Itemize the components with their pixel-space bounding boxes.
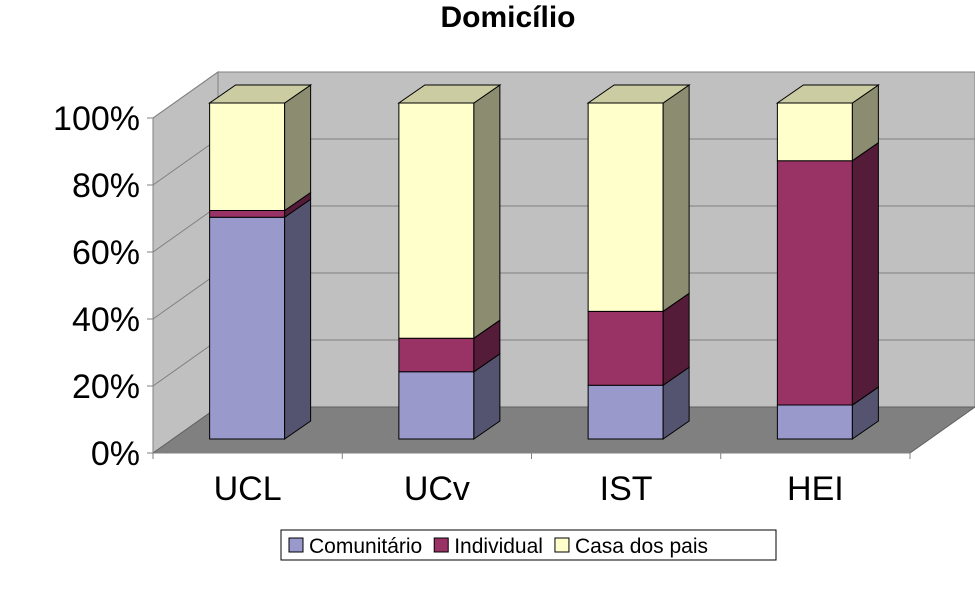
x-category-label: UCL	[214, 470, 282, 508]
y-tick-label: 100%	[53, 100, 140, 138]
bars	[208, 84, 880, 440]
bar-segment	[398, 352, 501, 440]
legend-box	[280, 529, 777, 561]
legend-swatch	[288, 537, 304, 553]
bar-segment	[586, 84, 691, 313]
legend-item: Casa dos pais	[554, 535, 708, 558]
x-category-label: UCv	[404, 470, 470, 508]
bar-segment	[776, 386, 879, 440]
y-tick-labels: 0% 20% 40% 60% 80% 100%	[53, 100, 140, 473]
legend-swatch	[554, 537, 570, 553]
bar-segment	[775, 84, 880, 162]
bar-segment	[776, 141, 879, 407]
y-tick-label: 0%	[91, 435, 140, 473]
y-tick-label: 80%	[72, 167, 140, 205]
x-category-label: IST	[600, 470, 653, 508]
x-category-labels: UCL UCv IST HEI	[214, 470, 844, 508]
side-wall	[152, 71, 219, 454]
x-category-label: HEI	[787, 470, 844, 508]
bar-segment	[587, 292, 690, 387]
y-tick-label: 40%	[72, 301, 140, 339]
chart-title: Domicílio	[440, 1, 575, 34]
legend-label: Comunitário	[309, 535, 422, 558]
axes	[147, 117, 911, 459]
y-tick-label: 60%	[72, 234, 140, 272]
bar-segment	[208, 84, 313, 212]
bar-segment	[209, 198, 312, 440]
legend-item: Individual	[433, 535, 543, 558]
legend-label: Individual	[454, 535, 543, 558]
y-tick-label: 20%	[72, 368, 140, 406]
legend-item: Comunitário	[288, 535, 422, 558]
legend: Comunitário Individual Casa dos pais	[280, 529, 777, 561]
bar-segment	[398, 319, 501, 373]
bar-segment	[397, 84, 502, 340]
gridline	[152, 71, 975, 119]
legend-label: Casa dos pais	[575, 535, 708, 558]
legend-swatch	[433, 537, 449, 553]
bar-segment	[587, 366, 690, 440]
